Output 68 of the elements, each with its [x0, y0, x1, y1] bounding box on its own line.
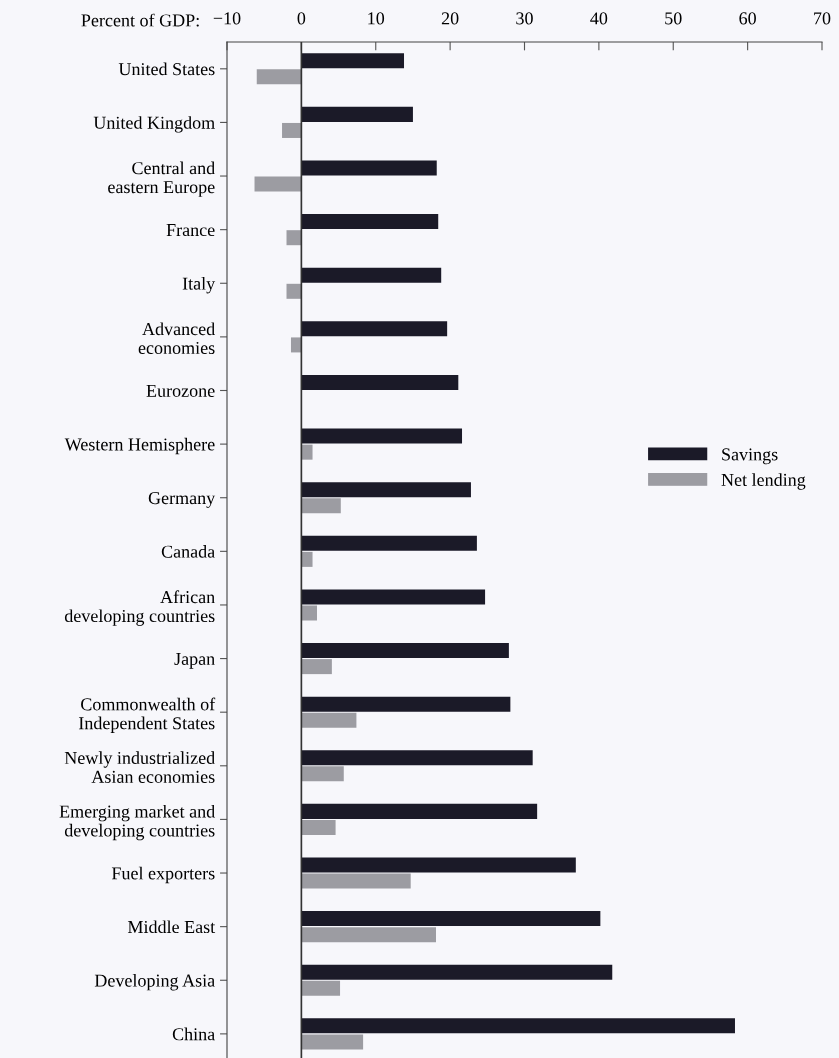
x-tick-label: 70 — [814, 12, 831, 25]
bar — [286, 230, 302, 246]
bar — [301, 214, 439, 230]
legend-label: Savings — [722, 448, 778, 465]
x-axis-title: Percent of GDP: — [81, 13, 199, 27]
bar — [301, 53, 405, 69]
bar — [301, 535, 477, 551]
bar — [301, 750, 533, 766]
bar — [301, 321, 448, 337]
x-tick-label: 10 — [368, 12, 385, 25]
y-tick-label: Canada — [161, 545, 215, 558]
y-tick-label: Commonwealth of Independent States — [78, 697, 216, 733]
bar — [301, 106, 413, 122]
y-tick-label: African developing countries — [64, 590, 215, 626]
y-tick-label: France — [166, 224, 215, 237]
bar — [301, 766, 344, 782]
x-tick-label: 0 — [297, 12, 306, 25]
bar — [254, 176, 302, 192]
bar — [301, 980, 341, 996]
bar — [301, 643, 509, 659]
bar — [301, 696, 511, 712]
x-tick-label: 50 — [665, 12, 682, 25]
bar — [301, 911, 601, 927]
bar — [301, 267, 442, 283]
bar — [282, 122, 302, 138]
y-tick-label: Emerging market and developing countries — [59, 804, 215, 841]
bar — [301, 428, 463, 444]
x-tick-label: 20 — [441, 12, 459, 25]
bar — [301, 374, 459, 390]
y-tick-label: Japan — [174, 653, 215, 669]
legend-label: Net lending — [721, 473, 806, 490]
bar — [301, 605, 317, 621]
bar — [301, 819, 336, 835]
bar — [301, 551, 313, 567]
bar — [256, 69, 302, 85]
bar — [301, 927, 436, 943]
y-tick-label: Advanced economies — [138, 322, 215, 355]
bar — [301, 964, 613, 980]
y-tick-label: Middle East — [127, 920, 216, 934]
bar — [301, 659, 332, 675]
bar — [301, 857, 576, 873]
y-tick-label: China — [172, 1027, 215, 1041]
x-tick-label: 40 — [590, 12, 608, 25]
x-tick-label: −10 — [213, 12, 241, 25]
x-tick-label: 30 — [516, 12, 533, 25]
bar — [301, 1018, 735, 1034]
y-tick-label: Eurozone — [146, 384, 215, 397]
bar — [286, 283, 302, 299]
bar — [290, 337, 302, 353]
y-tick-label: Newly industrialized Asian economies — [64, 751, 215, 783]
bar — [301, 712, 357, 728]
bar — [301, 873, 411, 889]
y-tick-label: United States — [118, 62, 215, 76]
y-tick-label: Germany — [148, 492, 216, 508]
y-tick-label: Fuel exporters — [111, 866, 215, 884]
y-tick-label: Italy — [182, 277, 216, 294]
bar — [301, 803, 538, 819]
bar — [301, 1034, 364, 1050]
bar — [301, 444, 313, 460]
bar — [301, 482, 471, 498]
y-tick-label: Central and eastern Europe — [108, 161, 215, 197]
y-tick-label: Western Hemisphere — [64, 437, 215, 455]
x-tick-label: 60 — [739, 12, 756, 25]
bar — [301, 160, 437, 176]
y-tick-label: United Kingdom — [93, 116, 215, 133]
y-tick-label: Developing Asia — [94, 973, 215, 991]
bar — [301, 589, 486, 605]
bar — [301, 498, 341, 514]
